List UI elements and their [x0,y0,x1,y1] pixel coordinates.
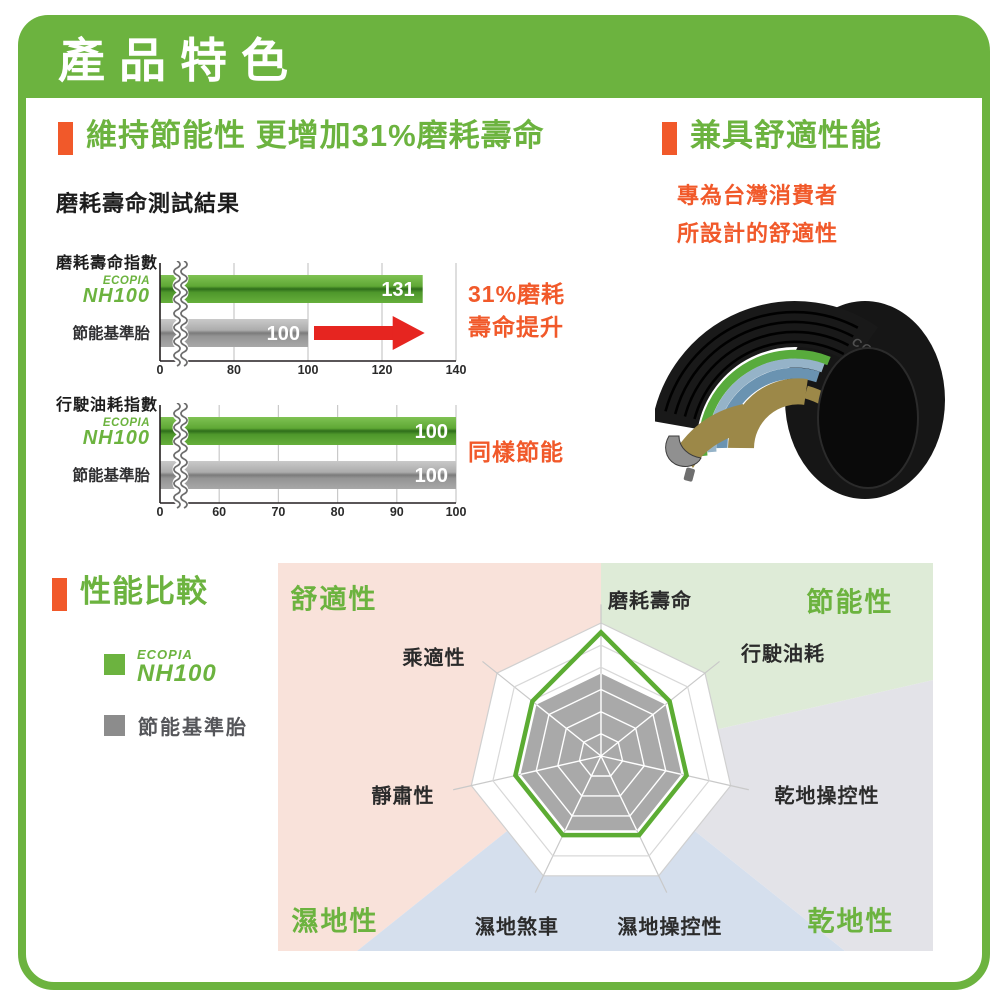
tick-label: 100 [298,363,319,377]
tire-bead [665,435,702,467]
improvement-arrow-head [392,316,425,350]
tire-bead-nub [683,467,695,482]
tick-label: 80 [331,505,345,519]
radar-axis-label: 行駛油耗 [741,643,825,666]
bar-value-label: 100 [267,323,300,345]
tick-label: 90 [390,505,404,519]
radar-corner-label: 舒適性 [290,584,378,615]
wear-annotation: 31%磨耗 壽命提升 [468,281,566,341]
radar-axis-label: 濕地煞車 [475,916,559,939]
fuel-annotation: 同樣節能 [468,439,564,465]
legend-item-nh100: ECOPIA NH100 [104,648,217,686]
legend-swatch-gray [104,715,125,736]
tire-inner-cavity [817,347,919,489]
orange-bullet-icon [662,122,677,155]
tick-label: 120 [372,363,393,377]
orange-bullet-icon [58,122,73,155]
comfort-headline: 兼具舒適性能 [662,118,882,155]
orange-bullet-icon [52,578,67,611]
bar-value-label: 131 [381,279,414,301]
bar-nh100 [160,417,456,445]
improvement-arrow-shaft [314,326,395,340]
tick-label: 0 [157,363,164,377]
tick-label: 70 [271,505,285,519]
tick-label: 100 [446,505,467,519]
wear-chart-title: 磨耗壽命指數 [56,255,159,272]
tick-label: 80 [227,363,241,377]
legend-swatch-green [104,654,125,675]
radar-corner-label: 乾地性 [807,906,895,937]
page-header: 產品特色 [18,15,982,98]
tire-layer-gold [728,378,808,449]
radar-grid-ring [492,644,710,857]
radar-corner-label: 節能性 [806,587,894,618]
axis-break [172,261,189,371]
axis-break [172,403,189,513]
wear-subtitle: 磨耗壽命測試結果 [56,191,241,216]
tire-layer-gold-flare [677,404,753,468]
brand-nh100: NH100 [137,660,217,687]
row-label-baseline: 節能基準胎 [72,324,150,343]
comfort-line-1: 專為台灣消費者 [677,183,839,208]
tick-label: 0 [157,505,164,519]
radar-chart: 磨耗壽命行駛油耗乾地操控性濕地操控性 濕地煞車 靜肅性 乘適性 舒適性 節能性濕地性 乾地性 [278,563,933,951]
compare-headline: 性能比較 [52,574,208,611]
wear-headline-text: 維持節能性 更增加31%磨耗壽命 [86,118,545,153]
compare-headline-text: 性能比較 [80,574,208,609]
comfort-line-2: 所設計的舒適性 [677,221,839,246]
radar-axis-label: 乘適性 [402,647,466,670]
radar-axis-label: 乾地操控性 [774,785,880,808]
comfort-quadrant [278,563,601,951]
radar-svg [278,563,933,951]
wear-headline: 維持節能性 更增加31%磨耗壽命 [58,118,545,155]
bar-baseline [160,461,456,489]
radar-axis-label: 靜肅性 [371,785,435,808]
tick-label: 60 [212,505,226,519]
tire-cutaway-image: COPIA [655,301,945,499]
bar-value-label: 100 [415,465,448,487]
brand-nh100: NH100 [83,427,150,449]
ecopia-nh100-logo: ECOPIA NH100 [137,648,217,686]
radar-axis-label: 磨耗壽命 [608,590,692,613]
comfort-headline-text: 兼具舒適性能 [690,118,882,153]
fuel-chart-title: 行駛油耗指數 [56,397,159,414]
tick-label: 140 [446,363,467,377]
tire-tread [655,301,879,430]
radar-corner-label: 濕地性 [291,906,379,937]
row-label-baseline: 節能基準胎 [72,466,150,485]
page-title: 產品特色 [58,34,302,87]
legend-baseline-label: 節能基準胎 [138,717,248,739]
radar-axis-label: 濕地操控性 [617,916,723,939]
bar-nh100 [160,275,423,303]
bar-value-label: 100 [415,421,448,443]
brand-ecopia: ECOPIA [137,647,193,662]
brand-ecopia: ECOPIA [103,417,150,429]
radar-series-nh100 [512,629,690,838]
legend-item-baseline: 節能基準胎 [104,711,248,740]
tire-tread-grooves [664,310,859,420]
brand-nh100: NH100 [83,285,150,307]
brand-ecopia: ECOPIA [103,275,150,287]
